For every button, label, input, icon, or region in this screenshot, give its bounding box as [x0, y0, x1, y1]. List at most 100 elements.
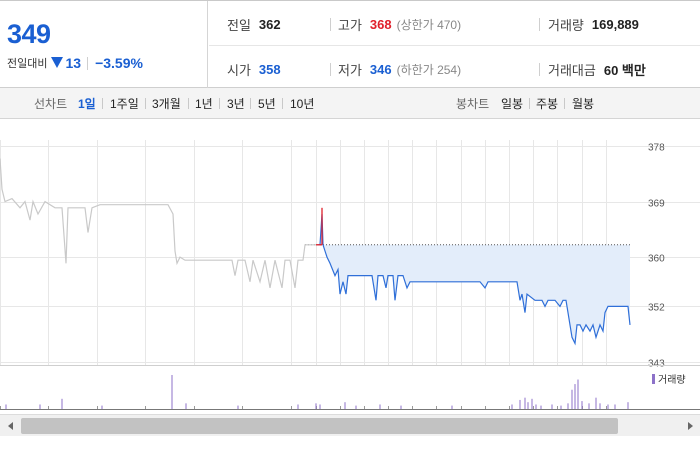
divider — [102, 98, 103, 109]
volume: 거래량 169,889 — [548, 15, 639, 33]
scrollbar-thumb[interactable] — [21, 418, 618, 434]
volume-bar — [595, 397, 597, 409]
open-value: 358 — [258, 61, 281, 77]
period-10y[interactable]: 10년 — [290, 97, 315, 111]
upper-limit: (상한가 470) — [396, 17, 462, 32]
volume-bar — [61, 398, 63, 409]
volume-bar — [581, 401, 583, 409]
chart-scrollbar[interactable] — [0, 414, 700, 436]
line-chart-label: 선차트 — [34, 97, 68, 111]
prev-close-label: 전일 — [227, 17, 251, 33]
volume-bar — [607, 404, 609, 409]
candle-weekly[interactable]: 주봉 — [536, 97, 559, 111]
period-3m[interactable]: 3개월 — [152, 97, 181, 111]
quote-summary: 349 전일대비 13 −3.59% 전일 362 고가 368 (상한가 47… — [0, 0, 700, 88]
divider — [145, 98, 146, 109]
low-value: 346 — [369, 61, 392, 77]
volume-bar — [531, 398, 533, 409]
divider — [282, 98, 283, 109]
volume-bar — [574, 384, 576, 409]
candle-daily[interactable]: 일봉 — [501, 97, 524, 111]
low-price: 저가 346 (하한가 254) — [338, 60, 461, 78]
volume-bar — [379, 404, 381, 409]
y-tick-label: 378 — [648, 143, 665, 154]
divider — [250, 98, 251, 109]
divider — [564, 98, 565, 109]
today-price-line — [318, 213, 631, 346]
volume-bar — [355, 405, 357, 409]
volume-bar — [171, 375, 173, 409]
prev-close-value: 362 — [258, 16, 281, 32]
today-area-fill — [318, 214, 630, 344]
volume-bar — [535, 404, 537, 409]
volume-bar — [39, 404, 41, 409]
volume-bar — [451, 405, 453, 409]
period-3y[interactable]: 3년 — [227, 97, 245, 111]
change-amount: 13 — [65, 55, 82, 71]
volume-bar — [540, 405, 542, 409]
volume-bar — [588, 403, 590, 409]
y-tick-label: 369 — [648, 199, 665, 210]
volume-bar — [400, 405, 402, 409]
divider — [539, 63, 540, 76]
volume-bar — [319, 404, 321, 409]
volume-bar — [571, 389, 573, 409]
low-label: 저가 — [338, 62, 362, 78]
divider — [330, 63, 331, 76]
price-chart: 378 369 360 352 343 거래량 — [0, 120, 700, 420]
volume-bar — [101, 405, 103, 409]
volume-bar — [344, 402, 346, 409]
volume-bar — [614, 404, 616, 409]
volume-bar — [567, 403, 569, 409]
row-divider — [209, 45, 700, 46]
change-row: 전일대비 13 −3.59% — [7, 54, 143, 72]
period-1d[interactable]: 1일 — [78, 97, 96, 111]
trade-value: 거래대금 60 백만 — [548, 60, 646, 78]
high-value: 368 — [369, 16, 392, 32]
high-price: 고가 368 (상한가 470) — [338, 15, 461, 33]
volume-bar — [185, 403, 187, 409]
y-tick-label: 352 — [648, 303, 665, 314]
open-price: 시가 358 — [227, 60, 281, 78]
volume-bar — [627, 402, 629, 409]
y-tick-label: 343 — [648, 359, 665, 370]
trade-value-label: 거래대금 — [548, 62, 596, 78]
volume-legend-swatch — [652, 373, 655, 384]
lower-limit: (하한가 254) — [396, 62, 462, 77]
volume-bar — [519, 399, 521, 409]
volume-bar — [560, 405, 562, 409]
divider — [330, 18, 331, 31]
down-triangle-icon — [51, 56, 64, 68]
candle-monthly[interactable]: 월봉 — [572, 97, 595, 111]
trade-value-value: 60 백만 — [603, 62, 646, 78]
volume-bar — [315, 403, 317, 409]
period-5y[interactable]: 5년 — [258, 97, 276, 111]
period-1y[interactable]: 1년 — [195, 97, 213, 111]
volume-bar — [527, 402, 529, 409]
period-bar: 선차트 1일 1주일 3개월 1년 3년 5년 10년 봉차트 일봉 주봉 월봉 — [0, 88, 700, 119]
volume-legend-label: 거래량 — [658, 375, 686, 386]
volume-bar — [237, 405, 239, 409]
right-arrow-icon[interactable] — [683, 419, 697, 433]
prev-close: 전일 362 — [227, 15, 281, 33]
divider — [188, 98, 189, 109]
period-1w[interactable]: 1주일 — [110, 97, 139, 111]
volume-bar — [577, 379, 579, 409]
history-price-line — [0, 158, 318, 289]
open-label: 시가 — [227, 62, 251, 78]
divider — [529, 98, 530, 109]
price-chart-svg: 378 369 360 352 343 — [0, 140, 700, 410]
divider — [219, 98, 220, 109]
volume-legend: 거래량 — [652, 371, 686, 386]
current-price: 349 — [7, 19, 51, 49]
volume-bar — [297, 404, 299, 409]
change-label: 전일대비 — [7, 58, 48, 70]
volume-bar — [599, 403, 601, 409]
left-arrow-icon[interactable] — [3, 419, 17, 433]
high-label: 고가 — [338, 17, 362, 33]
change-rate: −3.59% — [95, 55, 143, 71]
volume-bar — [551, 404, 553, 409]
volume-value: 169,889 — [591, 16, 639, 32]
price-box: 349 전일대비 13 −3.59% — [0, 1, 208, 88]
divider — [87, 56, 89, 70]
